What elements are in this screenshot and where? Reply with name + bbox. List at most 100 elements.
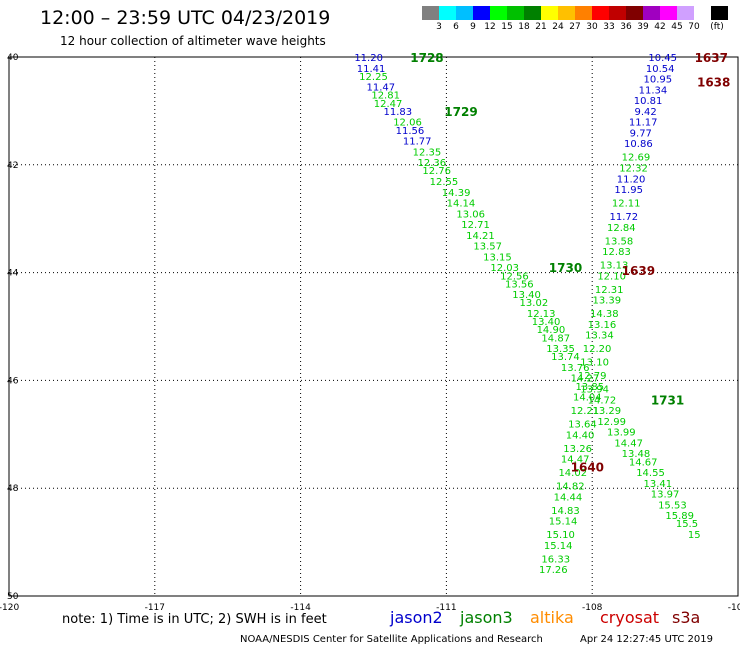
color-swatch xyxy=(575,6,592,20)
y-tick-label: 40 xyxy=(7,53,19,63)
color-swatch xyxy=(609,6,626,20)
wave-height-label: 13.99 xyxy=(607,428,636,439)
y-tick-label: 50 xyxy=(7,592,19,602)
color-scale-tick-label: 3 xyxy=(436,22,442,32)
wave-height-label: 14.90 xyxy=(537,325,566,336)
color-scale-tick-label: 42 xyxy=(654,22,666,32)
y-tick-label: 42 xyxy=(7,161,18,171)
color-scale-tick-label: 9 xyxy=(470,22,476,32)
wave-height-label: 13.10 xyxy=(580,358,609,369)
color-swatch xyxy=(524,6,541,20)
wave-height-label: 12.81 xyxy=(371,91,400,102)
wave-height-label: 14.04 xyxy=(573,393,602,404)
color-scale-tick-label: 24 xyxy=(552,22,564,32)
wave-height-label: 14.14 xyxy=(447,199,476,210)
wave-height-label: 12.36 xyxy=(417,158,446,169)
x-tick-label: -108 xyxy=(582,603,603,613)
wave-height-label: 14.39 xyxy=(442,188,471,199)
footnote: note: 1) Time is in UTC; 2) SWH is in fe… xyxy=(62,612,327,627)
wave-height-label: 13.15 xyxy=(483,252,512,263)
wave-height-label: 14.47 xyxy=(614,438,643,449)
wave-height-label: 11.72 xyxy=(609,212,638,223)
wave-height-label: 13.13 xyxy=(600,261,629,272)
wave-height-label: 14.72 xyxy=(588,395,617,406)
wave-height-label: 12.32 xyxy=(619,163,648,174)
wave-height-label: 15.14 xyxy=(544,541,573,552)
wave-height-label: 11.95 xyxy=(614,185,643,196)
pass-time-label: 1638 xyxy=(697,75,730,89)
wave-height-label: 13.85 xyxy=(575,382,604,393)
pass-time-label: 1730 xyxy=(549,261,582,275)
x-tick-label: -105 xyxy=(728,603,740,613)
wave-height-label: 15.89 xyxy=(665,511,694,522)
wave-height-label: 14.38 xyxy=(590,309,619,320)
wave-height-label: 15.5 xyxy=(676,519,698,530)
wave-height-label: 12.99 xyxy=(597,417,626,428)
color-scale-tick-label: 70 xyxy=(688,22,700,32)
satellite-legend-jason3: jason3 xyxy=(460,608,513,627)
color-scale-bar xyxy=(422,6,728,20)
wave-height-label: 13.76 xyxy=(561,363,590,374)
wave-height-label: 12.13 xyxy=(527,309,556,320)
wave-height-label: 14.55 xyxy=(636,468,665,479)
wave-height-label: 16.33 xyxy=(541,554,570,565)
wave-height-label: 13.48 xyxy=(622,449,651,460)
color-swatch xyxy=(439,6,456,20)
wave-height-label: 12.84 xyxy=(607,223,636,234)
wave-height-label: 17.26 xyxy=(539,565,568,576)
color-swatch xyxy=(660,6,677,20)
wave-height-label: 13.94 xyxy=(580,384,609,395)
satellite-legend-s3a: s3a xyxy=(672,608,701,627)
color-scale-tick-label: 36 xyxy=(620,22,632,32)
color-scale-tick-label: 30 xyxy=(586,22,598,32)
color-scale-tick-label: 27 xyxy=(569,22,581,32)
wave-height-label: 14.21 xyxy=(466,231,495,242)
wave-height-label: 14.67 xyxy=(629,457,658,468)
wave-height-label: 13.39 xyxy=(592,296,621,307)
pass-time-label: 1639 xyxy=(622,264,655,278)
wave-height-label: 10.95 xyxy=(643,75,672,86)
wave-height-label: 14.82 xyxy=(556,482,585,493)
wave-height-label: 12.03 xyxy=(490,263,519,274)
color-swatch xyxy=(473,6,490,20)
wave-height-label: 12.35 xyxy=(413,147,442,158)
pass-time-label: 1729 xyxy=(444,105,477,119)
wave-height-label: 13.02 xyxy=(520,298,549,309)
pass-time-label: 1640 xyxy=(571,461,604,475)
wave-height-label: 11.20 xyxy=(354,53,383,64)
x-tick-label: -120 xyxy=(0,603,19,613)
wave-height-label: 13.26 xyxy=(563,444,592,455)
x-tick-label: -117 xyxy=(145,603,165,613)
satellite-legend-altika: altika xyxy=(530,608,574,627)
wave-height-label: 12.47 xyxy=(374,99,403,110)
generated-timestamp: Apr 24 12:27:45 UTC 2019 xyxy=(580,634,713,645)
satellite-legend-jason2: jason2 xyxy=(390,608,443,627)
wave-height-label: 14.27 xyxy=(571,374,600,385)
color-swatch xyxy=(456,6,473,20)
wave-height-label: 12.10 xyxy=(597,271,626,282)
plot-frame xyxy=(8,56,739,597)
color-scale-tick-label: 39 xyxy=(637,22,649,32)
color-swatch xyxy=(558,6,575,20)
wave-height-label: 12.21 xyxy=(571,406,600,417)
wave-height-label: 14.47 xyxy=(561,455,590,466)
wave-height-label: 11.17 xyxy=(629,118,658,129)
wave-height-label: 12.83 xyxy=(602,247,631,258)
color-scale-unit: (ft) xyxy=(710,22,724,32)
wave-height-label: 10.45 xyxy=(648,53,677,64)
wave-height-label: 13.06 xyxy=(456,209,485,220)
wave-height-label: 11.47 xyxy=(366,83,395,94)
color-swatch xyxy=(626,6,643,20)
wave-height-label: 12.06 xyxy=(393,118,422,129)
chart-subtitle: 12 hour collection of altimeter wave hei… xyxy=(60,34,326,48)
wave-height-label: 13.34 xyxy=(585,331,614,342)
wave-height-label: 9.42 xyxy=(635,107,657,118)
wave-height-label: 12.69 xyxy=(622,153,651,164)
wave-height-label: 13.29 xyxy=(592,406,621,417)
wave-height-label: 12.55 xyxy=(430,177,459,188)
wave-height-label: 11.20 xyxy=(617,174,646,185)
color-scale-tick-label: 21 xyxy=(535,22,547,32)
wave-height-label: 14.87 xyxy=(541,333,570,344)
color-swatch xyxy=(541,6,558,20)
